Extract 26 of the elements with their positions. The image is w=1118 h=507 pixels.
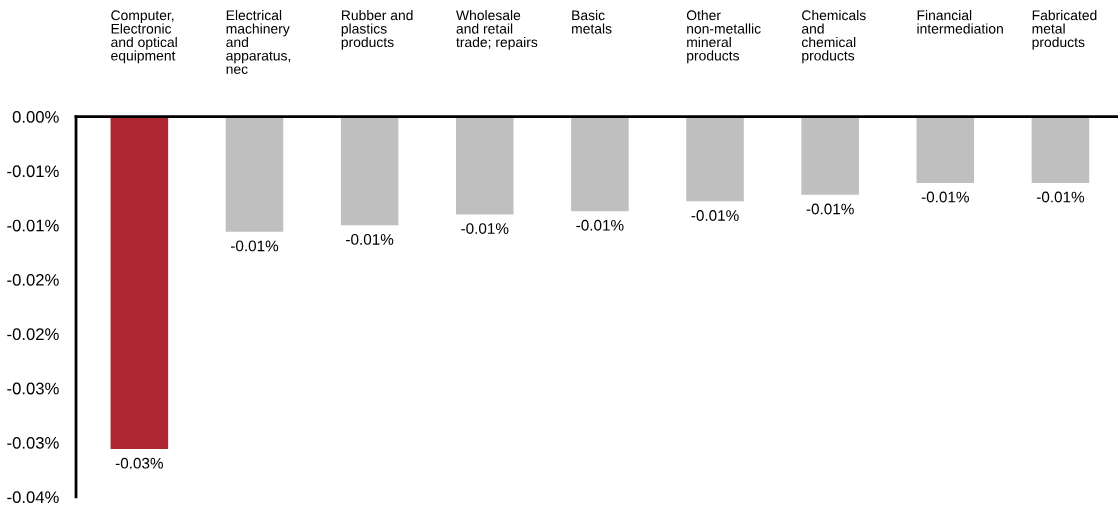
y-tick-label: -0.03% bbox=[7, 436, 59, 449]
y-tick-label: -0.01% bbox=[7, 165, 59, 178]
data-label: -0.01% bbox=[921, 191, 969, 203]
data-label: -0.01% bbox=[461, 223, 509, 234]
x-tick-label: Wholesale and retail trade; repairs bbox=[456, 10, 538, 50]
y-tick-label: -0.02% bbox=[7, 273, 59, 286]
data-label: -0.01% bbox=[806, 203, 854, 215]
data-label: -0.01% bbox=[230, 240, 279, 252]
data-label: -0.01% bbox=[346, 233, 394, 245]
y-tick-label: 0.00% bbox=[12, 111, 59, 123]
x-tick-label: Electrical machinery and apparatus, nec bbox=[226, 10, 291, 74]
y-tick-label: -0.01% bbox=[7, 219, 59, 232]
x-tick-label: Rubber and plastics products bbox=[341, 10, 413, 50]
data-label: -0.01% bbox=[576, 219, 624, 231]
x-tick-label: Other non-metallic mineral products bbox=[686, 10, 761, 64]
x-tick-label: Financial intermediation bbox=[917, 10, 1003, 34]
y-tick-label: -0.04% bbox=[7, 491, 59, 504]
y-tick-label: -0.03% bbox=[7, 382, 59, 395]
x-tick-label: Computer, Electronic and optical equipment bbox=[111, 10, 177, 64]
x-tick-label: Chemicals and chemical products bbox=[801, 10, 866, 64]
y-tick-label: -0.02% bbox=[7, 328, 59, 341]
x-tick-label: Basic metals bbox=[572, 10, 612, 34]
data-label: -0.03% bbox=[115, 457, 164, 469]
data-label: -0.01% bbox=[691, 210, 739, 221]
data-label: -0.01% bbox=[1036, 191, 1085, 203]
x-tick-label: Fabricated metal products bbox=[1032, 10, 1097, 50]
